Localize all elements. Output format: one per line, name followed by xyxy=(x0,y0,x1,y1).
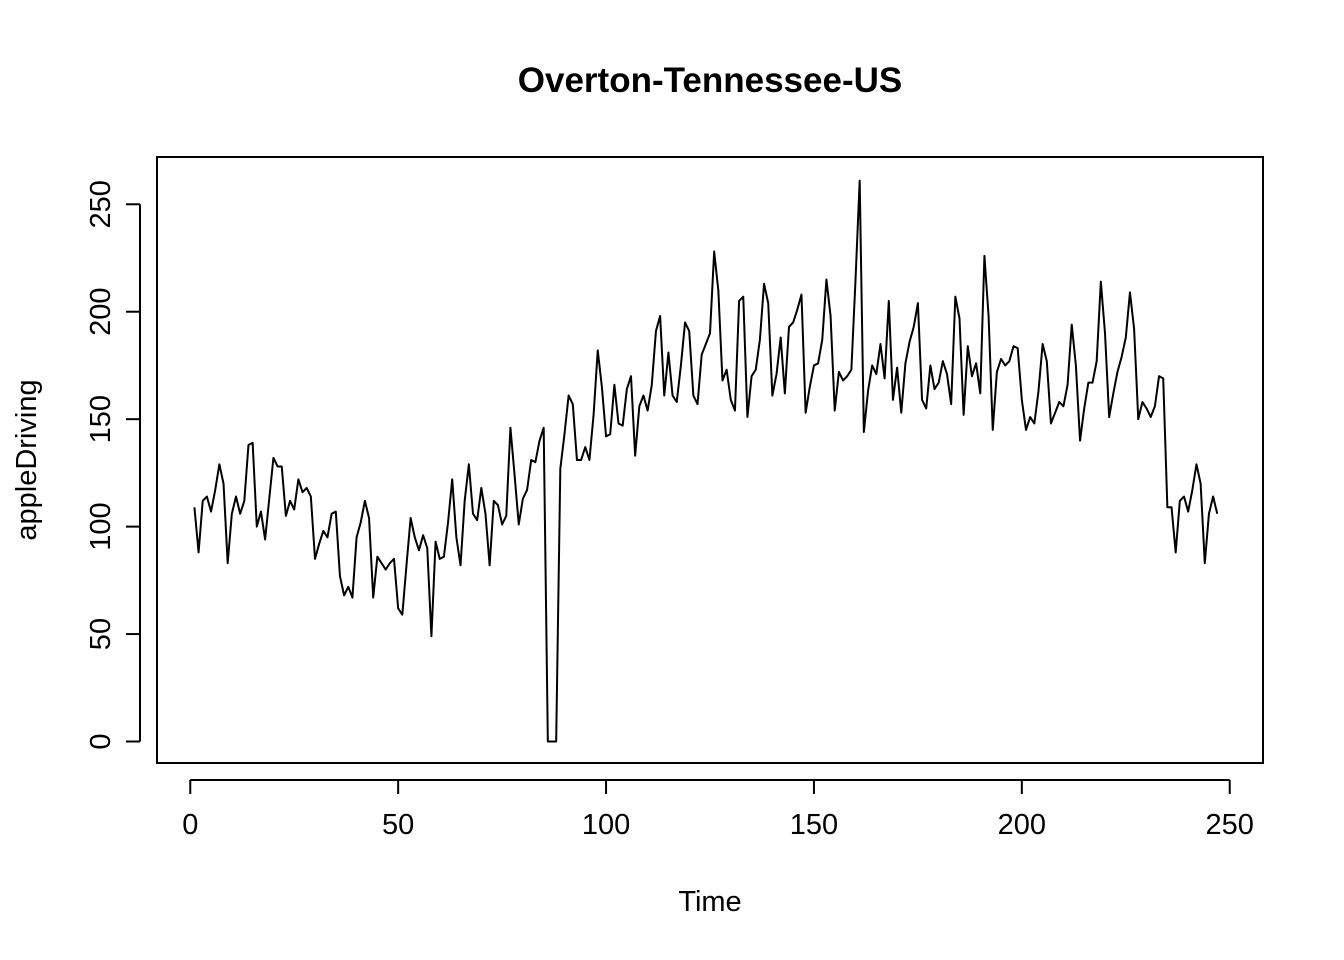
y-tick-label: 100 xyxy=(85,502,117,550)
x-axis: 0 50 100 150 200 250 xyxy=(182,779,1254,841)
y-tick-label: 200 xyxy=(85,288,117,336)
series-line xyxy=(193,179,1219,743)
y-tick-label: 150 xyxy=(85,395,117,443)
y-axis: 0 50 100 150 200 250 xyxy=(85,180,141,750)
y-axis-label: appleDriving xyxy=(11,379,43,540)
chart-title: Overton-Tennessee-US xyxy=(518,61,902,100)
x-tick-label: 50 xyxy=(382,809,414,841)
x-tick-label: 250 xyxy=(1206,809,1254,841)
x-axis-label: Time xyxy=(678,886,741,918)
x-tick-label: 0 xyxy=(182,809,198,841)
x-tick-label: 200 xyxy=(998,809,1046,841)
y-tick-label: 0 xyxy=(85,733,117,749)
y-tick-label: 250 xyxy=(85,180,117,228)
plot-frame xyxy=(156,156,1264,764)
y-tick-label: 50 xyxy=(85,618,117,650)
x-tick-label: 150 xyxy=(790,809,838,841)
x-tick-label: 100 xyxy=(582,809,630,841)
